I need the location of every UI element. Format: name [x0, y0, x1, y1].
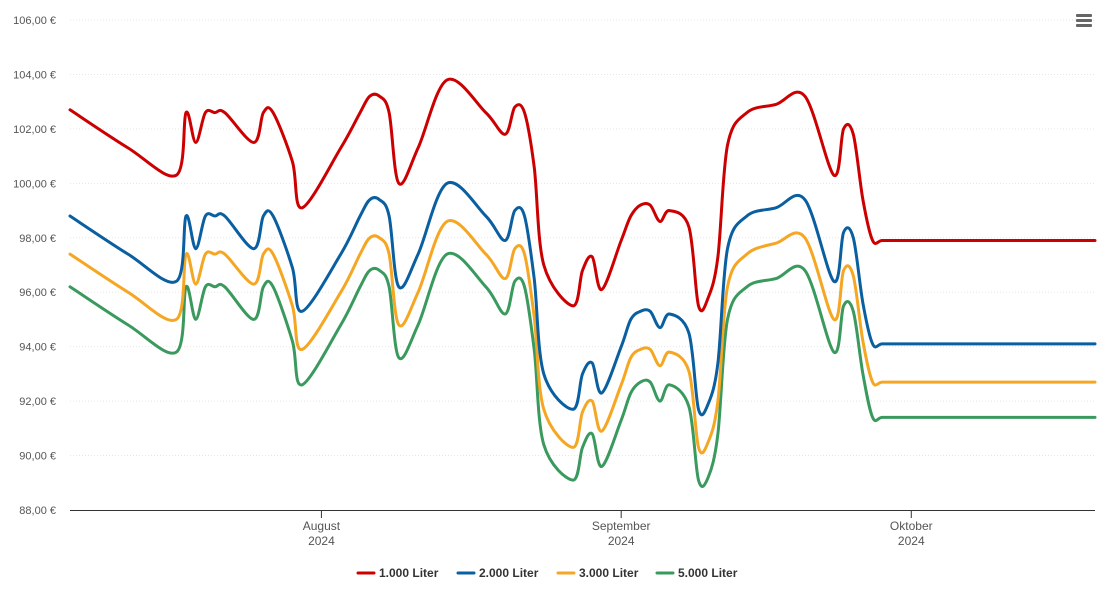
x-tick-year: 2024	[308, 534, 335, 548]
x-tick-label: August	[303, 519, 341, 533]
x-tick-year: 2024	[898, 534, 925, 548]
y-axis: 88,00 € 90,00 € 92,00 € 94,00 € 96,00 € 98,00…	[13, 15, 56, 517]
y-tick-label: 88,00 €	[19, 505, 56, 517]
y-tick-label: 100,00 €	[13, 178, 56, 190]
legend-item[interactable]: 2.000 Liter	[456, 566, 539, 580]
y-tick-label: 90,00 €	[19, 451, 56, 463]
menu-bar-bottom	[1076, 24, 1092, 27]
menu-bar-top	[1076, 14, 1092, 17]
grid-lines	[70, 19, 1095, 457]
y-tick-label: 106,00 €	[13, 15, 56, 27]
legend: 1.000 Liter 2.000 Liter 3.000 Liter 5.000 L…	[356, 566, 738, 580]
x-tick-year: 2024	[608, 534, 635, 548]
legend-item[interactable]: 1.000 Liter	[356, 566, 439, 580]
legend-label: 3.000 Liter	[579, 566, 639, 580]
y-tick-label: 92,00 €	[19, 396, 56, 408]
y-tick-label: 96,00 €	[19, 287, 56, 299]
hamburger-menu-icon[interactable]	[1072, 12, 1096, 34]
legend-label: 1.000 Liter	[379, 566, 439, 580]
x-tick-label: Oktober	[890, 519, 933, 533]
x-tick-label: September	[592, 519, 651, 533]
legend-label: 2.000 Liter	[479, 566, 539, 580]
y-tick-label: 104,00 €	[13, 69, 56, 81]
series-line	[68, 181, 1097, 417]
series-line	[68, 77, 1097, 313]
y-tick-label: 102,00 €	[13, 124, 56, 136]
y-tick-label: 98,00 €	[19, 233, 56, 245]
legend-item[interactable]: 5.000 Liter	[655, 566, 738, 580]
series-line	[68, 251, 1097, 488]
series-line	[68, 219, 1097, 455]
menu-bar-middle	[1076, 19, 1092, 22]
y-tick-label: 94,00 €	[19, 342, 56, 354]
series-lines	[68, 77, 1097, 488]
legend-label: 5.000 Liter	[678, 566, 738, 580]
legend-item[interactable]: 3.000 Liter	[556, 566, 639, 580]
